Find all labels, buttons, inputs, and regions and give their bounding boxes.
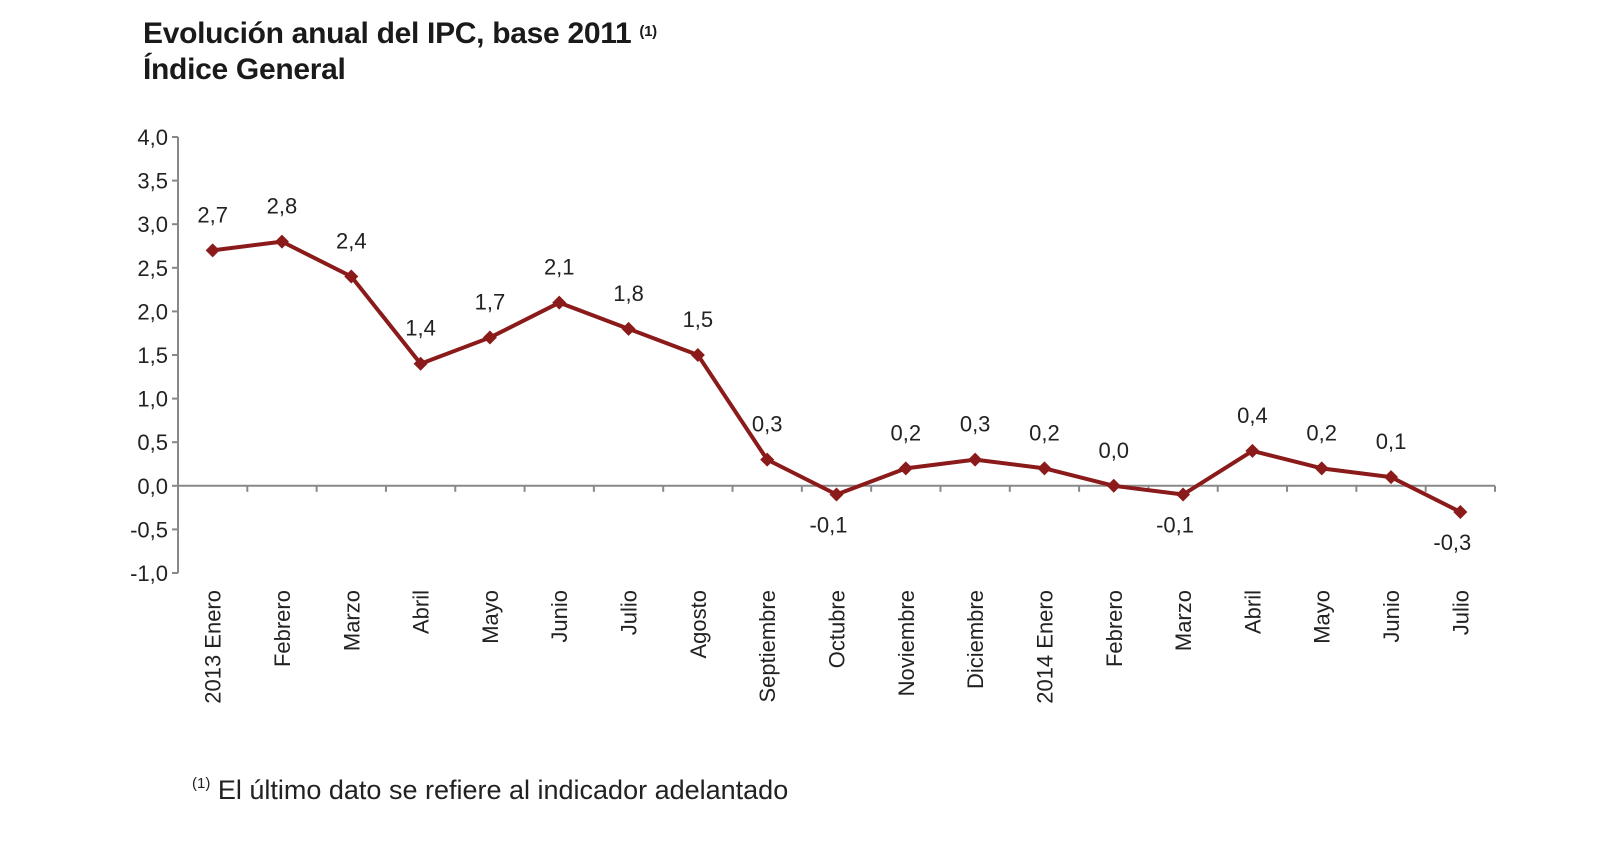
y-tick-label: 2,0 xyxy=(137,299,168,324)
x-tick-label: Junio xyxy=(547,590,572,643)
data-point xyxy=(413,356,428,371)
data-label: 2,8 xyxy=(267,194,298,219)
series-line xyxy=(212,239,1462,514)
x-tick-label: 2014 Enero xyxy=(1032,590,1057,704)
data-point xyxy=(621,321,636,336)
data-label: 0,3 xyxy=(752,412,783,437)
x-tick-label: Mayo xyxy=(478,590,503,644)
x-tick-label: Julio xyxy=(1448,590,1473,635)
data-point xyxy=(552,295,567,310)
data-point xyxy=(1106,478,1121,493)
data-point xyxy=(1245,443,1260,458)
x-tick-label: Marzo xyxy=(1171,590,1196,651)
data-label: 0,2 xyxy=(891,420,922,445)
data-point xyxy=(829,487,844,502)
x-tick-label: Noviembre xyxy=(894,590,919,696)
x-tick-label: Febrero xyxy=(1102,590,1127,667)
data-label: 0,0 xyxy=(1098,438,1129,463)
x-tick-label: Marzo xyxy=(339,590,364,651)
title-note: (1) xyxy=(639,23,657,40)
x-tick-label: Mayo xyxy=(1310,590,1335,644)
data-point xyxy=(205,243,220,258)
x-tick-label: Abril xyxy=(409,590,434,634)
data-point xyxy=(1314,461,1329,476)
x-tick-label: Febrero xyxy=(270,590,295,667)
x-tick-label: Agosto xyxy=(686,590,711,659)
footnote-text: El último dato se refiere al indicador a… xyxy=(217,775,789,805)
data-label: 0,1 xyxy=(1376,429,1407,454)
data-label: 0,2 xyxy=(1306,420,1337,445)
data-label: -0,3 xyxy=(1433,530,1471,555)
data-label: -0,1 xyxy=(1156,513,1194,538)
data-label: 0,3 xyxy=(960,412,991,437)
data-label: 0,2 xyxy=(1029,420,1060,445)
data-label: 2,4 xyxy=(336,229,367,254)
data-point xyxy=(344,269,359,284)
x-tick-label: Julio xyxy=(617,590,642,635)
chart-subtitle: Índice General xyxy=(143,53,346,86)
chart-title-text: Evolución anual del IPC, base 2011 xyxy=(143,17,632,50)
data-point xyxy=(898,461,913,476)
data-point xyxy=(760,452,775,467)
data-label: 1,8 xyxy=(613,281,644,306)
y-tick-label: 1,0 xyxy=(137,387,168,412)
data-label: 2,7 xyxy=(197,202,228,227)
data-label: 1,5 xyxy=(683,307,714,332)
y-tick-label: 3,0 xyxy=(137,212,168,237)
x-tick-label: 2013 Enero xyxy=(201,590,226,704)
y-tick-label: 4,0 xyxy=(137,125,168,150)
y-tick-label: 0,0 xyxy=(137,474,168,499)
data-label: 0,4 xyxy=(1237,403,1268,428)
footnote-mark: (1) xyxy=(192,775,211,792)
data-point xyxy=(690,348,705,362)
data-point xyxy=(1384,470,1399,485)
x-tick-label: Septiembre xyxy=(755,590,780,703)
data-label: -0,1 xyxy=(810,513,848,538)
data-label: 2,1 xyxy=(544,255,575,280)
data-label: 1,4 xyxy=(405,316,436,341)
footnote: (1) El último dato se refiere al indicad… xyxy=(192,775,788,806)
data-point xyxy=(1037,461,1052,476)
data-label: 1,7 xyxy=(475,290,506,315)
y-tick-label: 0,5 xyxy=(137,430,168,455)
y-tick-label: 3,5 xyxy=(137,169,168,194)
y-tick-label: 1,5 xyxy=(137,343,168,368)
data-point xyxy=(274,234,289,249)
x-tick-label: Diciembre xyxy=(963,590,988,689)
data-point xyxy=(482,330,497,345)
x-tick-label: Octubre xyxy=(825,590,850,668)
x-tick-label: Junio xyxy=(1379,590,1404,643)
data-point xyxy=(1176,487,1191,502)
y-tick-label: -0,5 xyxy=(130,517,168,542)
y-tick-label: 2,5 xyxy=(137,256,168,281)
data-point xyxy=(968,452,983,467)
y-tick-label: -1,0 xyxy=(130,561,168,586)
data-point xyxy=(1453,504,1468,519)
chart-title: Evolución anual del IPC, base 2011 (1) Í… xyxy=(143,16,657,88)
x-tick-label: Abril xyxy=(1240,590,1265,634)
